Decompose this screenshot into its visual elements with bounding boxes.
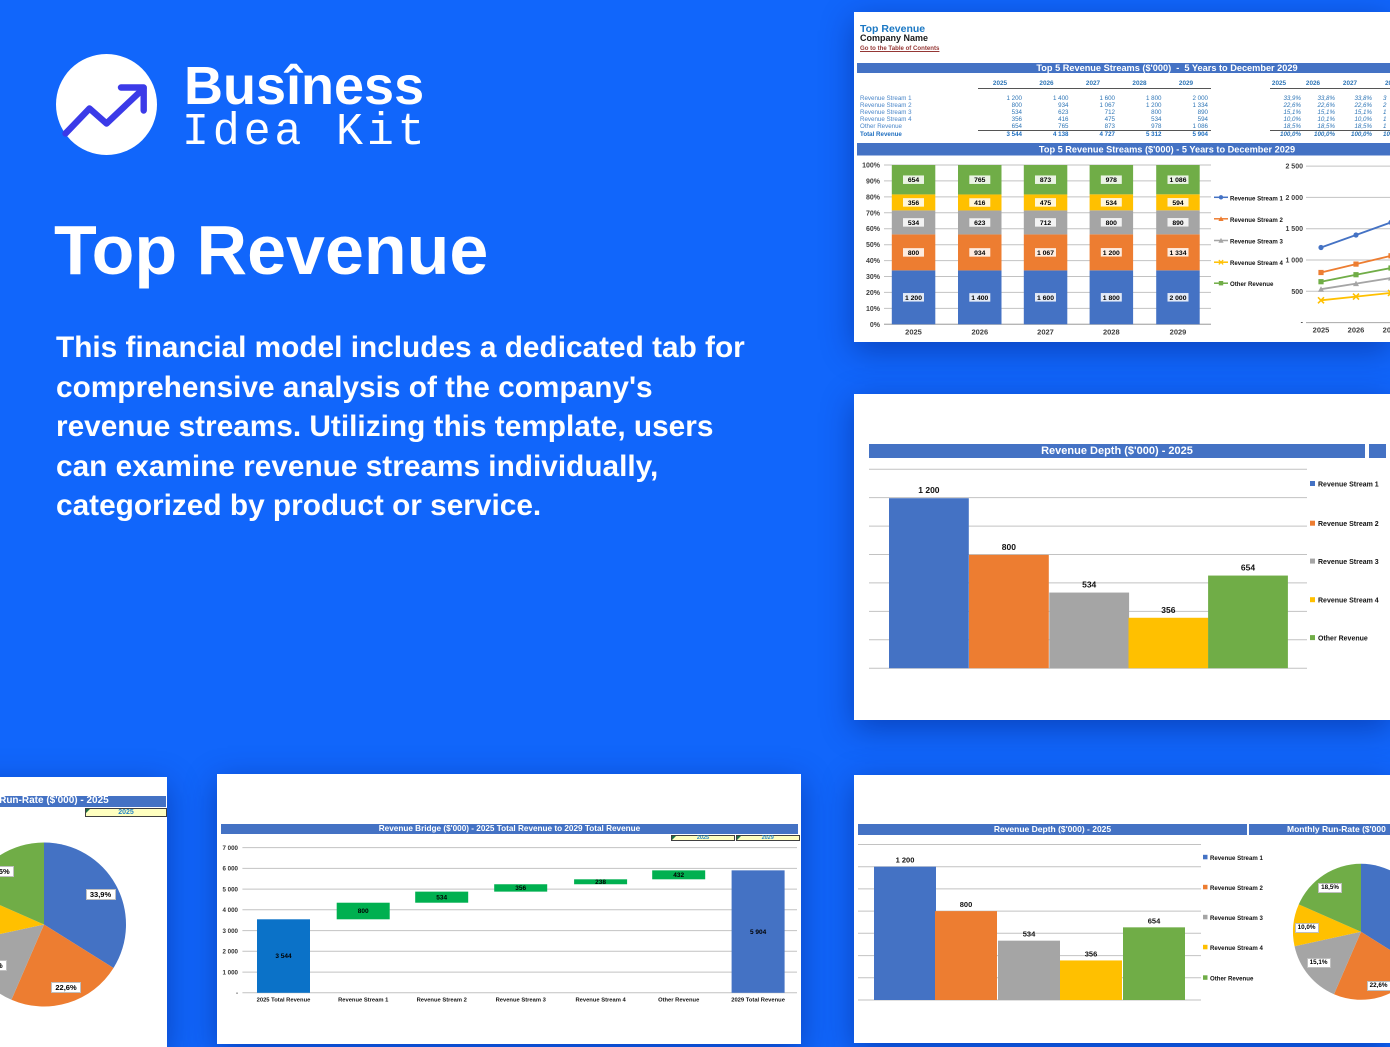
svg-text:800: 800 bbox=[908, 250, 920, 257]
svg-text:Revenue Stream 4: Revenue Stream 4 bbox=[1230, 260, 1283, 267]
svg-text:800: 800 bbox=[960, 900, 973, 909]
svg-text:978: 978 bbox=[1106, 177, 1118, 184]
svg-text:6 000: 6 000 bbox=[223, 866, 239, 873]
svg-text:-: - bbox=[1301, 320, 1304, 327]
svg-text:Revenue Stream 1: Revenue Stream 1 bbox=[1230, 195, 1283, 202]
svg-text:2 000: 2 000 bbox=[1285, 195, 1303, 202]
svg-text:Other Revenue: Other Revenue bbox=[658, 997, 700, 1003]
svg-text:623: 623 bbox=[974, 220, 986, 227]
svg-text:-: - bbox=[236, 990, 238, 997]
svg-text:356: 356 bbox=[1085, 949, 1098, 958]
svg-text:Revenue Stream 2: Revenue Stream 2 bbox=[417, 997, 467, 1003]
svg-text:1 600: 1 600 bbox=[1037, 295, 1054, 302]
svg-text:238: 238 bbox=[595, 879, 606, 886]
svg-text:2 000: 2 000 bbox=[223, 949, 239, 956]
svg-text:2028: 2028 bbox=[1103, 327, 1120, 336]
svg-text:30%: 30% bbox=[866, 274, 881, 281]
svg-text:Other Revenue: Other Revenue bbox=[1318, 636, 1368, 643]
svg-text:70%: 70% bbox=[866, 210, 881, 217]
svg-text:654: 654 bbox=[908, 177, 920, 184]
svg-text:356: 356 bbox=[908, 200, 920, 207]
svg-text:0%: 0% bbox=[870, 322, 881, 329]
svg-text:534: 534 bbox=[1106, 200, 1118, 207]
svg-text:2 500: 2 500 bbox=[1285, 164, 1303, 171]
svg-text:432: 432 bbox=[673, 872, 684, 879]
svg-text:356: 356 bbox=[1161, 605, 1175, 615]
svg-text:3 544: 3 544 bbox=[275, 953, 292, 960]
svg-text:100%: 100% bbox=[862, 163, 881, 170]
svg-text:Revenue Stream 1: Revenue Stream 1 bbox=[338, 997, 389, 1003]
svg-text:Revenue Stream 1: Revenue Stream 1 bbox=[1210, 855, 1263, 862]
svg-text:1 067: 1 067 bbox=[1037, 250, 1054, 257]
svg-text:873: 873 bbox=[1040, 177, 1052, 184]
svg-text:2025: 2025 bbox=[905, 327, 922, 336]
svg-text:90%: 90% bbox=[866, 178, 881, 185]
svg-text:Revenue Stream 4: Revenue Stream 4 bbox=[1318, 598, 1379, 605]
svg-text:654: 654 bbox=[1241, 563, 1255, 573]
svg-text:1 086: 1 086 bbox=[1169, 177, 1186, 184]
svg-text:475: 475 bbox=[1040, 200, 1052, 207]
svg-text:Other Revenue: Other Revenue bbox=[1210, 976, 1254, 983]
svg-text:712: 712 bbox=[1040, 220, 1052, 227]
svg-text:Revenue Stream 3: Revenue Stream 3 bbox=[1210, 915, 1263, 922]
svg-text:1 000: 1 000 bbox=[223, 969, 239, 976]
svg-text:Revenue Stream 4: Revenue Stream 4 bbox=[575, 997, 626, 1003]
svg-text:934: 934 bbox=[974, 250, 986, 257]
svg-text:5 000: 5 000 bbox=[223, 886, 239, 893]
svg-text:Revenue Stream 3: Revenue Stream 3 bbox=[1230, 239, 1283, 246]
svg-text:1 200: 1 200 bbox=[896, 856, 915, 865]
svg-text:Revenue Stream 3: Revenue Stream 3 bbox=[496, 997, 547, 1003]
svg-text:2029 Total Revenue: 2029 Total Revenue bbox=[731, 997, 785, 1003]
svg-text:416: 416 bbox=[974, 200, 986, 207]
svg-text:500: 500 bbox=[1291, 289, 1303, 296]
svg-text:7 000: 7 000 bbox=[223, 845, 239, 852]
svg-text:800: 800 bbox=[1106, 220, 1118, 227]
svg-text:80%: 80% bbox=[866, 194, 881, 201]
svg-text:1 200: 1 200 bbox=[1103, 250, 1120, 257]
svg-text:1 400: 1 400 bbox=[971, 295, 988, 302]
svg-text:Revenue Stream 2: Revenue Stream 2 bbox=[1318, 521, 1379, 528]
svg-text:Revenue Stream 3: Revenue Stream 3 bbox=[1318, 559, 1379, 566]
svg-text:50%: 50% bbox=[866, 242, 881, 249]
svg-text:2026: 2026 bbox=[971, 327, 988, 336]
svg-text:534: 534 bbox=[1023, 930, 1036, 939]
svg-text:654: 654 bbox=[1148, 916, 1161, 925]
svg-text:890: 890 bbox=[1172, 220, 1184, 227]
svg-text:1 800: 1 800 bbox=[1103, 295, 1120, 302]
svg-text:534: 534 bbox=[908, 220, 920, 227]
svg-text:Revenue Stream 2: Revenue Stream 2 bbox=[1230, 217, 1283, 224]
svg-text:2027: 2027 bbox=[1037, 327, 1054, 336]
svg-text:1 000: 1 000 bbox=[1285, 258, 1303, 265]
svg-text:2027: 2027 bbox=[1383, 326, 1390, 335]
svg-text:765: 765 bbox=[974, 177, 986, 184]
svg-text:1 334: 1 334 bbox=[1169, 250, 1186, 257]
svg-text:800: 800 bbox=[1002, 542, 1016, 552]
svg-text:534: 534 bbox=[1082, 580, 1096, 590]
svg-text:Other Revenue: Other Revenue bbox=[1230, 281, 1274, 288]
svg-text:10%: 10% bbox=[866, 306, 881, 313]
svg-text:1 200: 1 200 bbox=[905, 295, 922, 302]
svg-text:60%: 60% bbox=[866, 226, 881, 233]
svg-text:Top 5 Revenue Streams ($'000): Top 5 Revenue Streams ($'000) - 5 Years … bbox=[1039, 145, 1295, 155]
svg-text:20%: 20% bbox=[866, 290, 881, 297]
svg-text:356: 356 bbox=[515, 885, 526, 892]
svg-text:3 000: 3 000 bbox=[223, 928, 239, 935]
svg-text:594: 594 bbox=[1172, 200, 1184, 207]
svg-text:2 000: 2 000 bbox=[1169, 295, 1186, 302]
svg-text:Revenue Stream 1: Revenue Stream 1 bbox=[1318, 482, 1379, 489]
svg-text:5 904: 5 904 bbox=[750, 929, 767, 936]
svg-text:40%: 40% bbox=[866, 258, 881, 265]
svg-text:2029: 2029 bbox=[1170, 327, 1187, 336]
svg-text:Revenue Stream 4: Revenue Stream 4 bbox=[1210, 945, 1263, 952]
svg-text:1 200: 1 200 bbox=[918, 485, 940, 495]
svg-text:800: 800 bbox=[358, 908, 369, 915]
svg-text:1 500: 1 500 bbox=[1285, 226, 1303, 233]
svg-text:2025: 2025 bbox=[1313, 326, 1330, 335]
svg-text:2026: 2026 bbox=[1348, 326, 1365, 335]
svg-text:Revenue Stream 2: Revenue Stream 2 bbox=[1210, 885, 1263, 892]
svg-text:2025 Total Revenue: 2025 Total Revenue bbox=[257, 997, 311, 1003]
svg-text:534: 534 bbox=[436, 894, 447, 901]
svg-text:4 000: 4 000 bbox=[223, 907, 239, 914]
